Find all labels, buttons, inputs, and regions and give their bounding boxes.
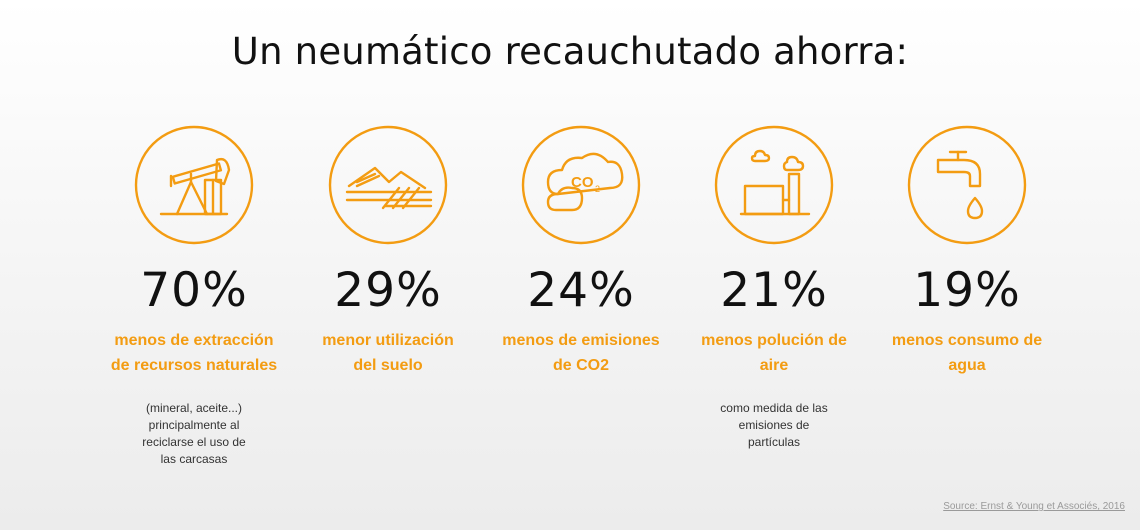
co2-subscript: 2: [595, 184, 600, 194]
faucet-icon: [906, 124, 1028, 246]
stat-column-water: 19% menos consumo de agua: [869, 124, 1065, 400]
stat-percent: 70%: [140, 263, 248, 318]
stat-percent: 19%: [913, 263, 1021, 318]
land-icon: [327, 124, 449, 246]
stat-description: menos de extracción de recursos naturale…: [110, 332, 278, 374]
stat-description: menos de emisiones de CO2: [502, 332, 660, 374]
co2-cloud-icon: CO 2: [520, 124, 642, 246]
stat-column-land: 29% menor utilización del suelo: [290, 124, 486, 400]
stat-percent: 29%: [334, 263, 442, 318]
source-link[interactable]: Source: Ernst & Young et Associés, 2016: [943, 501, 1125, 512]
stat-column-resources: 70% menos de extracción de recursos natu…: [96, 124, 292, 468]
stat-description: menos consumo de agua: [891, 332, 1043, 374]
stat-description: menos polución de aire: [701, 332, 847, 374]
stat-percent: 21%: [720, 263, 828, 318]
co2-label: CO: [571, 174, 594, 191]
stat-column-air: 21% menos polución de aire como medida d…: [676, 124, 872, 451]
stat-note: (mineral, aceite...) principalmente al r…: [142, 401, 246, 466]
factory-icon: [713, 124, 835, 246]
stat-note: como medida de las emisiones de partícul…: [720, 401, 828, 449]
page-title: Un neumático recauchutado ahorra:: [231, 30, 909, 73]
stat-description: menor utilización del suelo: [322, 332, 454, 374]
oil-pump-icon: [133, 124, 255, 246]
stat-column-co2: CO 2 24% menos de emisiones de CO2: [483, 124, 679, 400]
stat-percent: 24%: [527, 263, 635, 318]
